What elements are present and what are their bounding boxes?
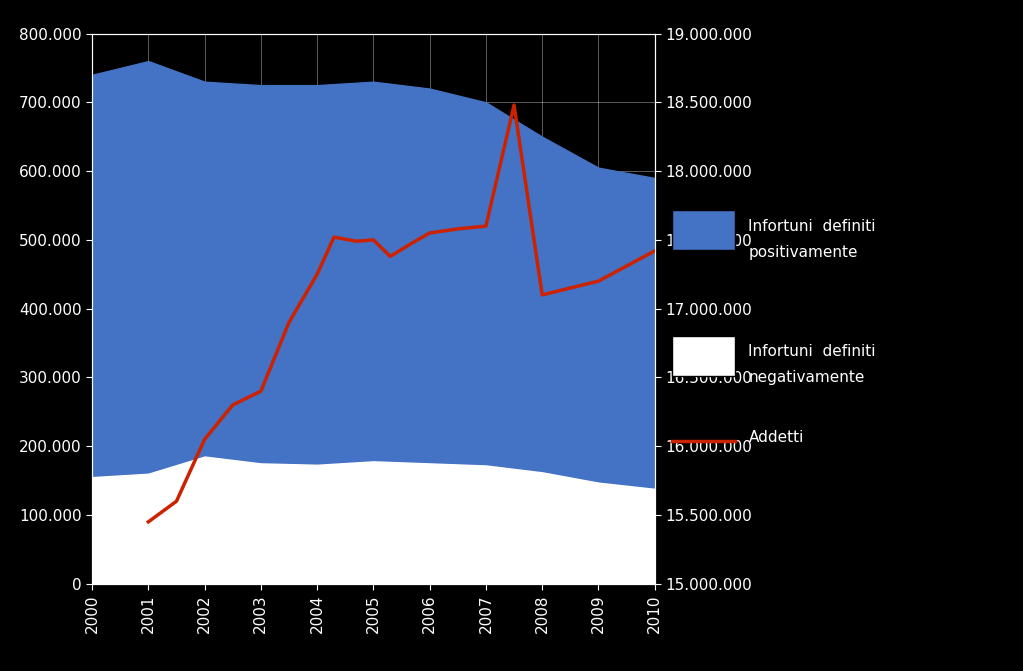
Text: Infortuni  definiti: Infortuni definiti [749,344,876,360]
Text: positivamente: positivamente [749,245,858,260]
Text: Addetti: Addetti [749,430,804,445]
Text: negativamente: negativamente [749,370,864,385]
Text: Infortuni  definiti: Infortuni definiti [749,219,876,234]
FancyBboxPatch shape [672,211,735,250]
FancyBboxPatch shape [672,336,735,376]
